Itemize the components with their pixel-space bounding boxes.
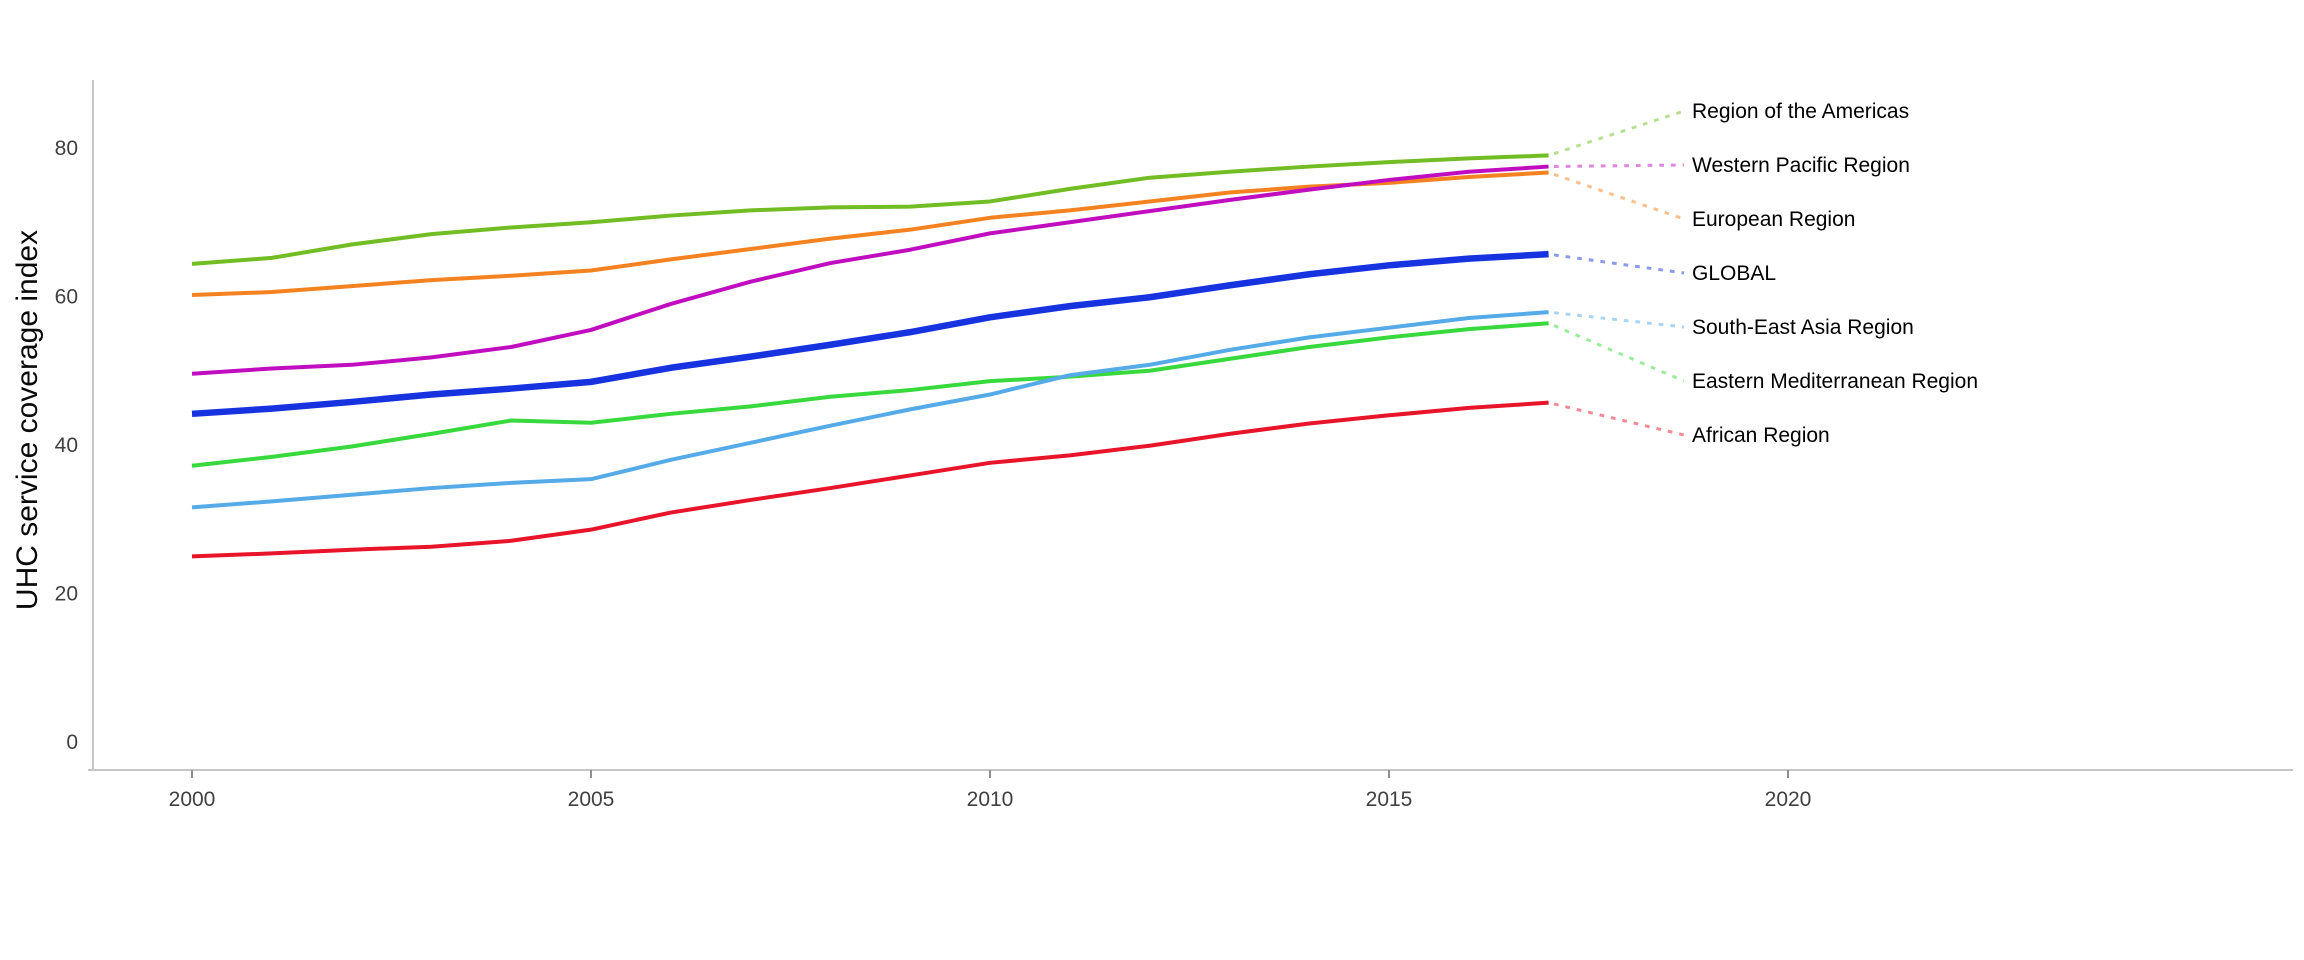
label-connector-european-region bbox=[1553, 172, 1685, 221]
series-label-western-pacific-region: Western Pacific Region bbox=[1692, 154, 1910, 177]
label-connector-eastern-mediterranean-region bbox=[1553, 324, 1685, 383]
series-label-eastern-mediterranean-region: Eastern Mediterranean Region bbox=[1692, 370, 1978, 393]
x-axis-ticks-and-labels: 2000 2005 2010 2015 2020 bbox=[169, 770, 1812, 811]
series-line-south-east-asia-region bbox=[191, 310, 1549, 510]
series-line-african-region bbox=[191, 400, 1549, 559]
y-tick-label-40: 40 bbox=[55, 434, 78, 457]
series-line-european-region bbox=[191, 170, 1549, 298]
y-tick-label-0: 0 bbox=[66, 731, 78, 754]
y-axis-title: UHC service coverage index bbox=[11, 230, 44, 610]
series-line-region-of-the-americas bbox=[191, 153, 1549, 266]
x-tick-label-2005: 2005 bbox=[568, 788, 615, 811]
label-connector-south-east-asia-region bbox=[1553, 311, 1685, 329]
x-tick-label-2000: 2000 bbox=[169, 788, 216, 811]
series-labels: Region of the Americas Western Pacific Re… bbox=[1692, 100, 1978, 447]
series-label-region-of-the-americas: Region of the Americas bbox=[1692, 100, 1909, 123]
x-tick-label-2020: 2020 bbox=[1765, 788, 1812, 811]
x-tick-label-2015: 2015 bbox=[1366, 788, 1413, 811]
series-line-eastern-mediterranean-region bbox=[191, 321, 1549, 468]
series-label-global: GLOBAL bbox=[1692, 262, 1776, 285]
series-label-african-region: African Region bbox=[1692, 424, 1830, 447]
series-label-connectors bbox=[1553, 109, 1685, 437]
label-connector-african-region bbox=[1553, 402, 1685, 437]
series-label-european-region: European Region bbox=[1692, 208, 1855, 231]
label-connector-western-pacific-region bbox=[1553, 163, 1685, 168]
series-lines bbox=[191, 153, 1549, 559]
y-tick-label-60: 60 bbox=[55, 286, 78, 309]
series-label-south-east-asia-region: South-East Asia Region bbox=[1692, 316, 1914, 339]
series-line-global bbox=[191, 250, 1549, 418]
x-tick-label-2010: 2010 bbox=[967, 788, 1014, 811]
label-connector-global bbox=[1553, 253, 1685, 275]
y-tick-label-20: 20 bbox=[55, 583, 78, 606]
label-connector-region-of-the-americas bbox=[1553, 109, 1685, 156]
y-tick-label-80: 80 bbox=[55, 137, 78, 160]
y-axis-tick-labels: 0 20 40 60 80 bbox=[55, 137, 78, 754]
series-line-western-pacific-region bbox=[191, 164, 1549, 376]
